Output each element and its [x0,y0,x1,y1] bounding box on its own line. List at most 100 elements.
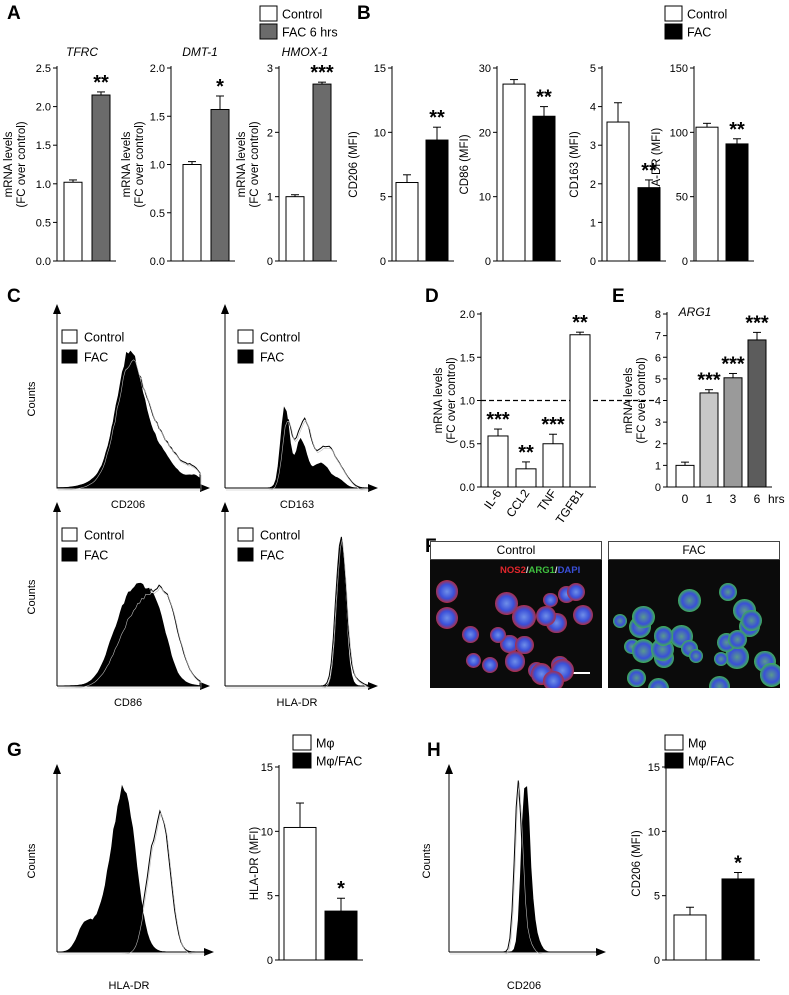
microscopy-image-control: NOS2/ARG1/DAPI [430,560,602,688]
bar-chart-a3: 0 1 2 3 *** mRNA levels (FC over control) HMOX-… [236,45,337,268]
bar [283,826,317,961]
histogram-legend: Control FAC [237,329,300,365]
y-tick-label: 0 [380,256,386,268]
bar [210,108,230,262]
significance-marker: *** [721,353,745,375]
y-tick-label: 5 [655,374,661,386]
legend-swatch-control [237,527,254,542]
bar [324,910,358,961]
significance-marker: ** [93,72,109,94]
control-histogram-outline [226,538,370,689]
y-axis-label: CD86 (MFI) [459,134,471,194]
cell [462,626,480,643]
legend-swatch-fac [237,349,254,364]
y-tick-label: 4 [655,396,661,408]
y-axis-label: (FC over control) [134,121,146,207]
y-tick-label: 150 [670,63,688,75]
legend-h: Mφ Mφ/FAC [664,734,734,769]
significance-marker: ** [429,107,445,129]
stain-separator: / [554,565,558,576]
bar [515,468,537,488]
panel-letter: B [357,3,371,24]
bar [675,464,695,488]
bar [182,164,202,262]
bar [699,392,719,488]
histogram-layer: CD206CountsControlFACCD163ControlFACCD86… [26,304,606,992]
control-histogram-outline [58,586,202,689]
control-histogram [225,536,369,687]
significance-marker: *** [486,409,510,431]
y-tick-label: 3 [655,417,661,429]
y-axis-arrow [445,764,453,774]
y-axis-label: CD206 (MFI) [631,830,643,897]
stain-nos2-label: NOS2 [500,565,526,576]
chart-title: HMOX-1 [282,45,329,59]
bar [695,126,719,262]
bar [606,121,630,262]
significance-marker: *** [697,370,721,392]
chart-title: ARG1 [678,305,712,319]
bar-chart-a2: 0.0 0.5 1.0 1.5 2.0 * mRNA levels (FC over cont… [121,45,235,268]
stain-separator: / [525,565,529,576]
legend-label: Control [260,331,300,345]
bar [673,914,707,961]
cell [543,592,558,607]
y-tick-label: 1 [267,192,273,204]
bar [425,139,449,262]
y-axis-label: Counts [421,843,433,878]
y-tick-label: 0 [485,256,491,268]
y-tick-label: 30 [479,63,491,75]
legend-swatch-fac [237,547,254,562]
cell [759,663,780,687]
cell [536,605,557,626]
x-axis-arrow [368,484,378,492]
cell [689,649,704,664]
legend-swatch-control [292,734,312,751]
legend-swatch-fac [664,23,683,40]
x-axis-label: HLA-DR [109,980,150,992]
bar [487,435,509,488]
y-tick-label: 0 [654,955,660,967]
cell [677,588,701,612]
y-axis-label: (FC over control) [16,121,28,207]
category-label: 3 [730,492,737,506]
y-tick-label: 4 [590,102,596,114]
legend-label: Control [687,8,727,22]
y-axis-arrow [53,764,61,774]
x-axis-arrow [596,948,606,956]
y-tick-label: 2.0 [36,102,51,114]
significance-marker: * [337,878,345,900]
histogram-c4: HLA-DR Control FAC [221,502,378,709]
x-axis-arrow [200,484,210,492]
control-histogram [449,780,596,953]
microscopy-header-control: Control [430,541,602,560]
bar [637,187,661,262]
significance-marker: ** [729,119,745,141]
y-axis-label: Counts [26,381,38,416]
legend-label: FAC 6 hrs [282,26,338,40]
microscopy-header-fac: FAC [608,541,780,560]
y-tick-label: 1.5 [460,352,475,364]
bar [91,94,111,262]
y-tick-label: 2.5 [36,63,51,75]
bar-chart-b1: 0 5 10 15 ** CD206 (MFI) [348,63,454,268]
y-tick-label: 10 [374,127,386,139]
bar [63,181,83,262]
y-tick-label: 3 [267,63,273,75]
bar [502,83,526,262]
control-histogram [57,584,201,687]
legend-label: Mφ/FAC [688,755,734,769]
cell [740,609,763,632]
y-tick-label: 20 [479,127,491,139]
bar-chart-b2: 0 10 20 30 ** CD86 (MFI) [459,63,561,268]
bar-chart-g_bar: 0 5 10 15 * HLA-DR (MFI) [249,762,363,967]
histogram-legend: Control FAC [237,527,300,563]
legend-layer: Control FAC 6 hrs Control FAC Mφ Mφ/FAC Mφ Mφ/F… [259,5,734,769]
significance-marker: ** [572,312,588,334]
x-unit-label: hrs [768,492,785,506]
bar [285,196,305,262]
legend-label: Mφ/FAC [316,755,362,769]
y-tick-label: 1 [590,217,596,229]
chart-title: TFRC [66,45,98,59]
category-label: 6 [754,492,761,506]
